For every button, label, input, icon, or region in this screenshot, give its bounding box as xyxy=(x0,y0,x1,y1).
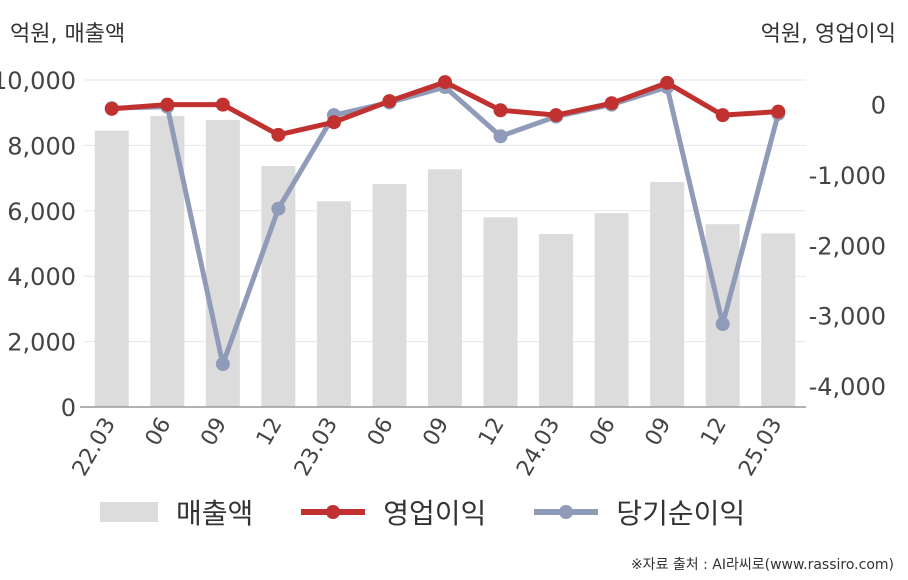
x-tick-label: 06 xyxy=(585,414,621,451)
revenue-bar xyxy=(650,182,685,407)
revenue-bar xyxy=(372,183,407,407)
operating-profit-point xyxy=(604,96,619,111)
net-income-point xyxy=(493,129,508,144)
x-tick-label: 12 xyxy=(252,414,288,451)
left-tick-label: 10,000 xyxy=(0,67,76,95)
x-tick-label: 09 xyxy=(196,414,232,451)
operating-profit-point xyxy=(715,108,730,123)
right-tick-label: -1,000 xyxy=(809,162,886,190)
operating-profit-point xyxy=(438,75,452,90)
legend-label-net-income: 당기순이익 xyxy=(616,497,746,530)
operating-profit-point xyxy=(549,108,564,123)
operating-profit-point xyxy=(326,115,341,130)
revenue-bar xyxy=(761,233,796,407)
legend-label-revenue: 매출액 xyxy=(176,497,254,530)
x-tick-label: 23.03 xyxy=(290,414,343,481)
left-tick-label: 2,000 xyxy=(7,329,76,357)
left-tick-label: 6,000 xyxy=(7,198,76,226)
source-note: ※자료 출처 : AI라씨로(www.rassiro.com) xyxy=(630,557,894,573)
operating-profit-point xyxy=(215,97,230,112)
revenue-bar xyxy=(94,130,129,407)
net-income-point xyxy=(271,201,286,216)
revenue-bar xyxy=(428,169,462,407)
revenue-bar xyxy=(594,213,629,407)
combo-chart: 0 2,000 4,000 6,000 8,000 10,000 0 -1,000 -2,000… xyxy=(0,67,886,481)
x-tick-label: 09 xyxy=(419,414,455,451)
operating-profit-point xyxy=(493,103,508,118)
net-income-point xyxy=(715,317,730,332)
legend-item-revenue: 매출액 xyxy=(100,492,253,532)
x-tick-label: 24.03 xyxy=(512,414,565,481)
revenue-bar xyxy=(539,234,574,407)
net-income-point xyxy=(215,357,230,372)
operating-profit-point xyxy=(160,97,175,112)
operating-profit-point xyxy=(271,127,286,142)
x-tick-label: 12 xyxy=(474,414,510,451)
right-tick-label: -2,000 xyxy=(809,232,886,260)
right-tick-label: 0 xyxy=(871,92,886,120)
left-axis-unit: 억원, 매출액 xyxy=(10,22,126,47)
legend-item-net-income: 당기순이익 xyxy=(534,492,745,532)
legend-swatch-line-red xyxy=(301,505,366,519)
legend-item-operating-profit: 영업이익 xyxy=(301,492,486,532)
operating-profit-point xyxy=(771,104,786,119)
revenue-bar xyxy=(316,201,351,407)
x-tick-label: 06 xyxy=(141,414,177,451)
left-tick-label: 8,000 xyxy=(7,132,76,160)
operating-profit-point xyxy=(660,75,675,90)
x-tick-label: 12 xyxy=(696,414,732,451)
right-axis-unit: 억원, 영업이익 xyxy=(760,22,896,47)
x-tick-label: 22.03 xyxy=(68,414,121,481)
x-tick-label: 09 xyxy=(641,414,677,451)
legend-swatch-bar xyxy=(100,502,158,522)
operating-profit-point xyxy=(104,101,119,116)
left-tick-label: 4,000 xyxy=(7,263,76,291)
right-tick-label: -4,000 xyxy=(809,373,886,401)
x-tick-label: 25.03 xyxy=(734,414,787,481)
operating-profit-point xyxy=(382,94,397,109)
x-tick-label: 06 xyxy=(363,414,399,451)
legend-swatch-line-gray xyxy=(534,505,599,519)
legend: 매출액 영업이익 당기순이익 xyxy=(100,492,793,532)
legend-label-operating-profit: 영업이익 xyxy=(383,497,487,530)
right-tick-label: -3,000 xyxy=(809,303,886,331)
left-tick-label: 0 xyxy=(61,394,76,422)
revenue-bar xyxy=(483,217,518,407)
